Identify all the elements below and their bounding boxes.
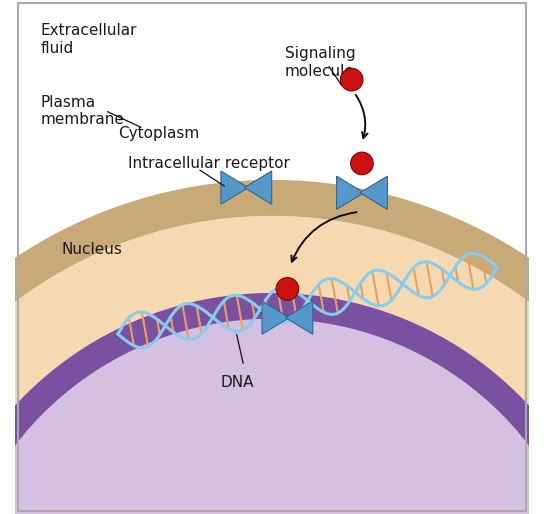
Circle shape — [341, 68, 363, 91]
Polygon shape — [0, 216, 544, 514]
Polygon shape — [0, 180, 544, 514]
Text: Cytoplasm: Cytoplasm — [118, 126, 199, 141]
Text: Nucleus: Nucleus — [61, 242, 122, 256]
Text: DNA: DNA — [221, 375, 254, 390]
Circle shape — [351, 152, 373, 175]
Polygon shape — [0, 293, 544, 514]
Circle shape — [276, 278, 299, 300]
Polygon shape — [221, 171, 248, 204]
Polygon shape — [0, 293, 544, 514]
Text: Plasma
membrane: Plasma membrane — [41, 95, 125, 127]
Text: Intracellular receptor: Intracellular receptor — [128, 156, 290, 171]
Polygon shape — [244, 171, 271, 204]
Text: Extracellular
fluid: Extracellular fluid — [41, 23, 137, 56]
Polygon shape — [360, 176, 387, 209]
Polygon shape — [286, 301, 313, 334]
Polygon shape — [337, 176, 364, 209]
Polygon shape — [262, 301, 289, 334]
Text: Signaling
molecule: Signaling molecule — [285, 46, 355, 79]
